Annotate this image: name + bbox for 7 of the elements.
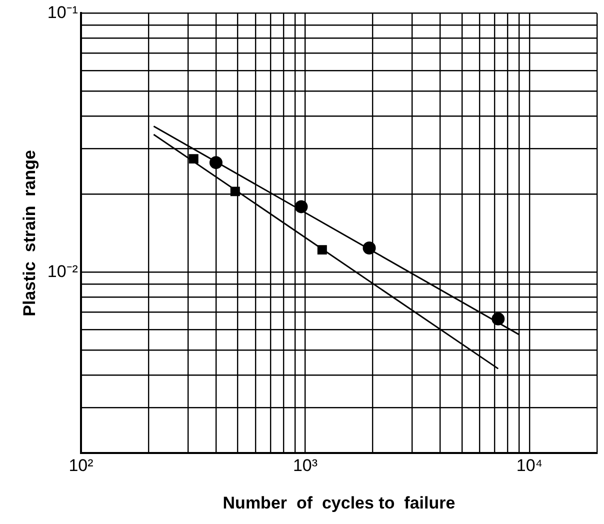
- y-tick-label: 10⁻¹: [47, 2, 78, 22]
- x-tick-label: 10²: [68, 456, 94, 476]
- y-tick-label: 10⁻²: [47, 262, 78, 281]
- y-axis-title: Plastic strain range: [20, 150, 39, 316]
- x-tick-label: 10⁴: [516, 456, 543, 476]
- x-tick-label: 10³: [292, 456, 318, 476]
- x-axis-title: Number of cycles to failure: [222, 493, 456, 512]
